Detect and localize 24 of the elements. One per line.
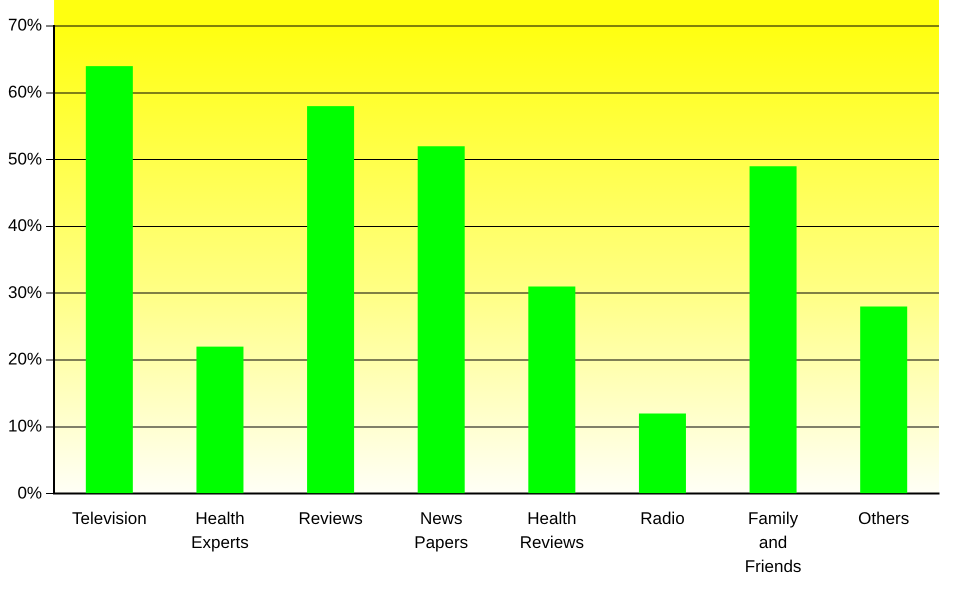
bar <box>638 413 686 494</box>
y-tick-label: 30% <box>8 282 42 302</box>
y-tick-label: 0% <box>17 483 42 502</box>
x-tick-label: Others <box>858 509 910 528</box>
y-tick-label: 40% <box>8 216 42 236</box>
y-tick-label: 10% <box>8 416 42 436</box>
bar <box>196 346 244 494</box>
y-tick-label: 20% <box>8 350 42 369</box>
x-tick-label: News Papers <box>414 509 468 552</box>
y-tick-label: 60% <box>8 82 42 102</box>
x-tick-label: Family and Friends <box>744 509 802 576</box>
bar <box>307 106 354 494</box>
x-tick-label: Television <box>72 509 147 528</box>
y-tick-label: 50% <box>8 149 42 168</box>
x-tick-label: Radio <box>640 509 685 528</box>
bar <box>750 166 797 494</box>
x-tick-label: Health Experts <box>191 509 249 552</box>
x-tick-label: Health Reviews <box>520 509 584 552</box>
x-tick-label: Reviews <box>298 509 363 528</box>
bar <box>528 286 576 494</box>
y-tick-label: 70% <box>8 16 42 35</box>
bar <box>418 146 465 494</box>
bar <box>860 306 908 494</box>
bar <box>86 66 133 494</box>
